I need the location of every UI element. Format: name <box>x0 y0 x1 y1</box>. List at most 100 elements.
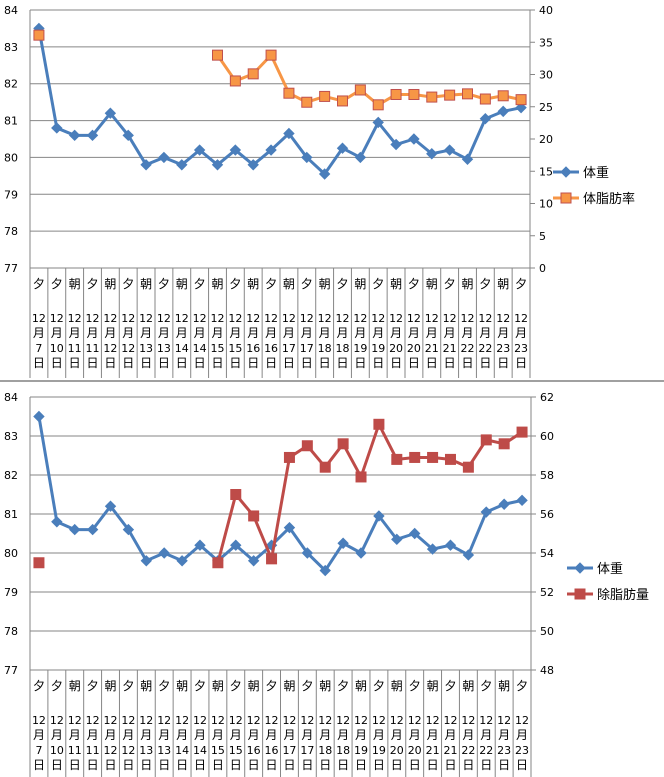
left-axis-tick-label: 83 <box>4 430 18 443</box>
category-period-label: 夕 <box>87 679 99 693</box>
category-day-label: 23 <box>496 342 510 355</box>
category-day-label: 18 <box>318 744 332 757</box>
category-day-label: 11 <box>86 342 100 355</box>
category-day-label: 10 <box>50 342 64 355</box>
category-month-label: 12 <box>514 312 528 325</box>
weight-point <box>301 151 313 164</box>
category-day-label: 15 <box>211 342 225 355</box>
category-month-unit: 月 <box>122 326 134 340</box>
category-day-unit: 日 <box>444 356 456 370</box>
category-day-label: 16 <box>247 744 261 757</box>
category-period-label: 夕 <box>86 277 98 291</box>
weight-point <box>372 116 384 129</box>
category-month-label: 12 <box>104 714 118 727</box>
category-month-label: 12 <box>371 312 385 325</box>
weight-point <box>176 555 188 567</box>
category-month-unit: 月 <box>140 728 152 742</box>
category-month-unit: 月 <box>283 326 295 340</box>
weight-point <box>86 129 99 142</box>
weight-leanmass-chart: 77787980818283844850525456586062夕12月7日夕1… <box>4 391 649 777</box>
category-day-label: 19 <box>371 342 385 355</box>
weight-point <box>247 159 259 171</box>
legend-weight-label: 体重 <box>597 561 623 577</box>
category-month-unit: 月 <box>408 326 420 340</box>
category-day-label: 22 <box>479 744 493 757</box>
right-axis-tick-label: 40 <box>539 4 553 17</box>
weight-point <box>336 142 349 154</box>
category-day-unit: 日 <box>266 758 278 772</box>
weight-point <box>247 555 260 567</box>
bodyfat-series <box>33 29 527 111</box>
weight-point <box>140 159 152 171</box>
category-day-unit: 日 <box>140 758 152 772</box>
category-month-label: 12 <box>390 714 404 727</box>
weight-point <box>516 494 528 507</box>
category-day-unit: 日 <box>372 356 384 370</box>
leanmass-line <box>216 422 523 564</box>
category-day-unit: 日 <box>444 758 456 772</box>
category-day-unit: 日 <box>480 758 492 772</box>
category-day-unit: 日 <box>230 758 242 772</box>
category-day-unit: 日 <box>229 356 241 370</box>
category-month-unit: 月 <box>319 326 331 340</box>
category-month-unit: 月 <box>87 728 99 742</box>
weight-point <box>408 133 420 145</box>
right-axis-tick-label: 54 <box>540 547 554 560</box>
category-month-label: 12 <box>336 312 350 325</box>
category-day-unit: 日 <box>105 758 117 772</box>
bodyfat-point <box>212 49 223 61</box>
category-day-unit: 日 <box>122 758 134 772</box>
category-period-label: 朝 <box>319 277 331 291</box>
leanmass-point <box>373 418 385 430</box>
weight-point <box>319 564 331 577</box>
weight-point <box>337 537 349 549</box>
category-month-unit: 月 <box>212 728 224 742</box>
category-month-unit: 月 <box>33 728 45 742</box>
category-period-label: 朝 <box>462 679 474 693</box>
left-axis-tick-label: 84 <box>4 391 18 404</box>
category-month-label: 12 <box>139 312 153 325</box>
bodyfat-point <box>301 96 313 108</box>
weight-series <box>33 22 527 180</box>
category-day-unit: 日 <box>301 356 313 370</box>
category-month-unit: 月 <box>390 326 402 340</box>
right-axis-tick-label: 15 <box>539 165 553 178</box>
category-period-label: 朝 <box>354 277 366 291</box>
category-month-label: 12 <box>282 312 296 325</box>
leanmass-point <box>230 489 242 500</box>
category-day-label: 21 <box>443 744 457 757</box>
category-day-label: 23 <box>497 744 511 757</box>
leanmass-point <box>266 553 278 565</box>
category-day-unit: 日 <box>426 356 438 370</box>
weight-point <box>211 159 224 171</box>
category-month-unit: 月 <box>266 728 278 742</box>
category-day-label: 16 <box>265 744 279 757</box>
legend-weight-marker <box>574 562 586 574</box>
category-day-label: 21 <box>426 744 440 757</box>
category-month-unit: 月 <box>391 728 403 742</box>
category-period-label: 夕 <box>336 277 348 291</box>
category-month-label: 12 <box>443 714 457 727</box>
category-period-label: 夕 <box>194 277 206 291</box>
category-month-label: 12 <box>175 714 189 727</box>
bodyfat-point <box>229 75 241 87</box>
category-month-unit: 月 <box>427 728 439 742</box>
category-month-label: 12 <box>228 312 242 325</box>
category-period-label: 夕 <box>373 679 385 693</box>
category-month-unit: 月 <box>140 326 152 340</box>
legend-weight-label: 体重 <box>583 165 609 181</box>
category-month-unit: 月 <box>158 728 170 742</box>
category-month-label: 12 <box>461 714 475 727</box>
left-axis-tick-label: 82 <box>4 469 18 482</box>
leanmass-point <box>355 471 367 483</box>
category-month-label: 12 <box>50 312 64 325</box>
category-day-unit: 日 <box>515 356 527 370</box>
category-day-label: 10 <box>50 744 64 757</box>
legend-bodyfat-marker <box>560 192 572 204</box>
category-day-label: 17 <box>300 744 314 757</box>
weight-point <box>426 148 438 160</box>
category-month-label: 12 <box>461 312 475 325</box>
category-month-label: 12 <box>300 312 314 325</box>
bodyfat-point <box>462 88 473 100</box>
category-month-unit: 月 <box>69 728 81 742</box>
